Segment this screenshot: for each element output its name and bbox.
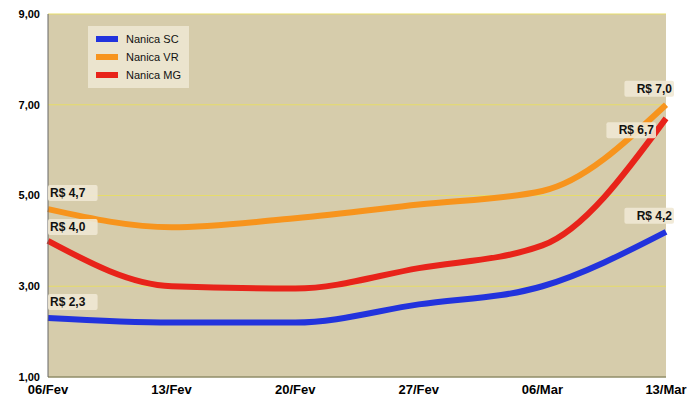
svg-text:R$ 4,7: R$ 4,7 bbox=[50, 186, 86, 200]
svg-text:7,00: 7,00 bbox=[19, 99, 40, 111]
html-text:Nanica MG: Nanica MG bbox=[126, 69, 181, 81]
html-text:Nanica VR: Nanica VR bbox=[126, 51, 179, 63]
svg-text:1,00: 1,00 bbox=[19, 371, 40, 383]
svg-text:5,00: 5,00 bbox=[19, 189, 40, 201]
svg-text:R$ 2,3: R$ 2,3 bbox=[50, 295, 86, 309]
svg-text:R$ 4,0: R$ 4,0 bbox=[50, 220, 86, 234]
svg-text:13/Mar: 13/Mar bbox=[645, 382, 686, 397]
html-text:Nanica SC: Nanica SC bbox=[126, 33, 179, 45]
svg-text:9,00: 9,00 bbox=[19, 8, 40, 20]
svg-text:27/Fev: 27/Fev bbox=[399, 382, 440, 397]
svg-text:06/Fev: 06/Fev bbox=[28, 382, 69, 397]
svg-text:R$ 4,2: R$ 4,2 bbox=[637, 209, 673, 223]
svg-text:20/Fev: 20/Fev bbox=[275, 382, 316, 397]
svg-text:13/Fev: 13/Fev bbox=[151, 382, 192, 397]
svg-text:06/Mar: 06/Mar bbox=[522, 382, 563, 397]
svg-text:3,00: 3,00 bbox=[19, 280, 40, 292]
svg-text:R$ 6,7: R$ 6,7 bbox=[619, 123, 655, 137]
svg-text:R$ 7,0: R$ 7,0 bbox=[637, 82, 673, 96]
